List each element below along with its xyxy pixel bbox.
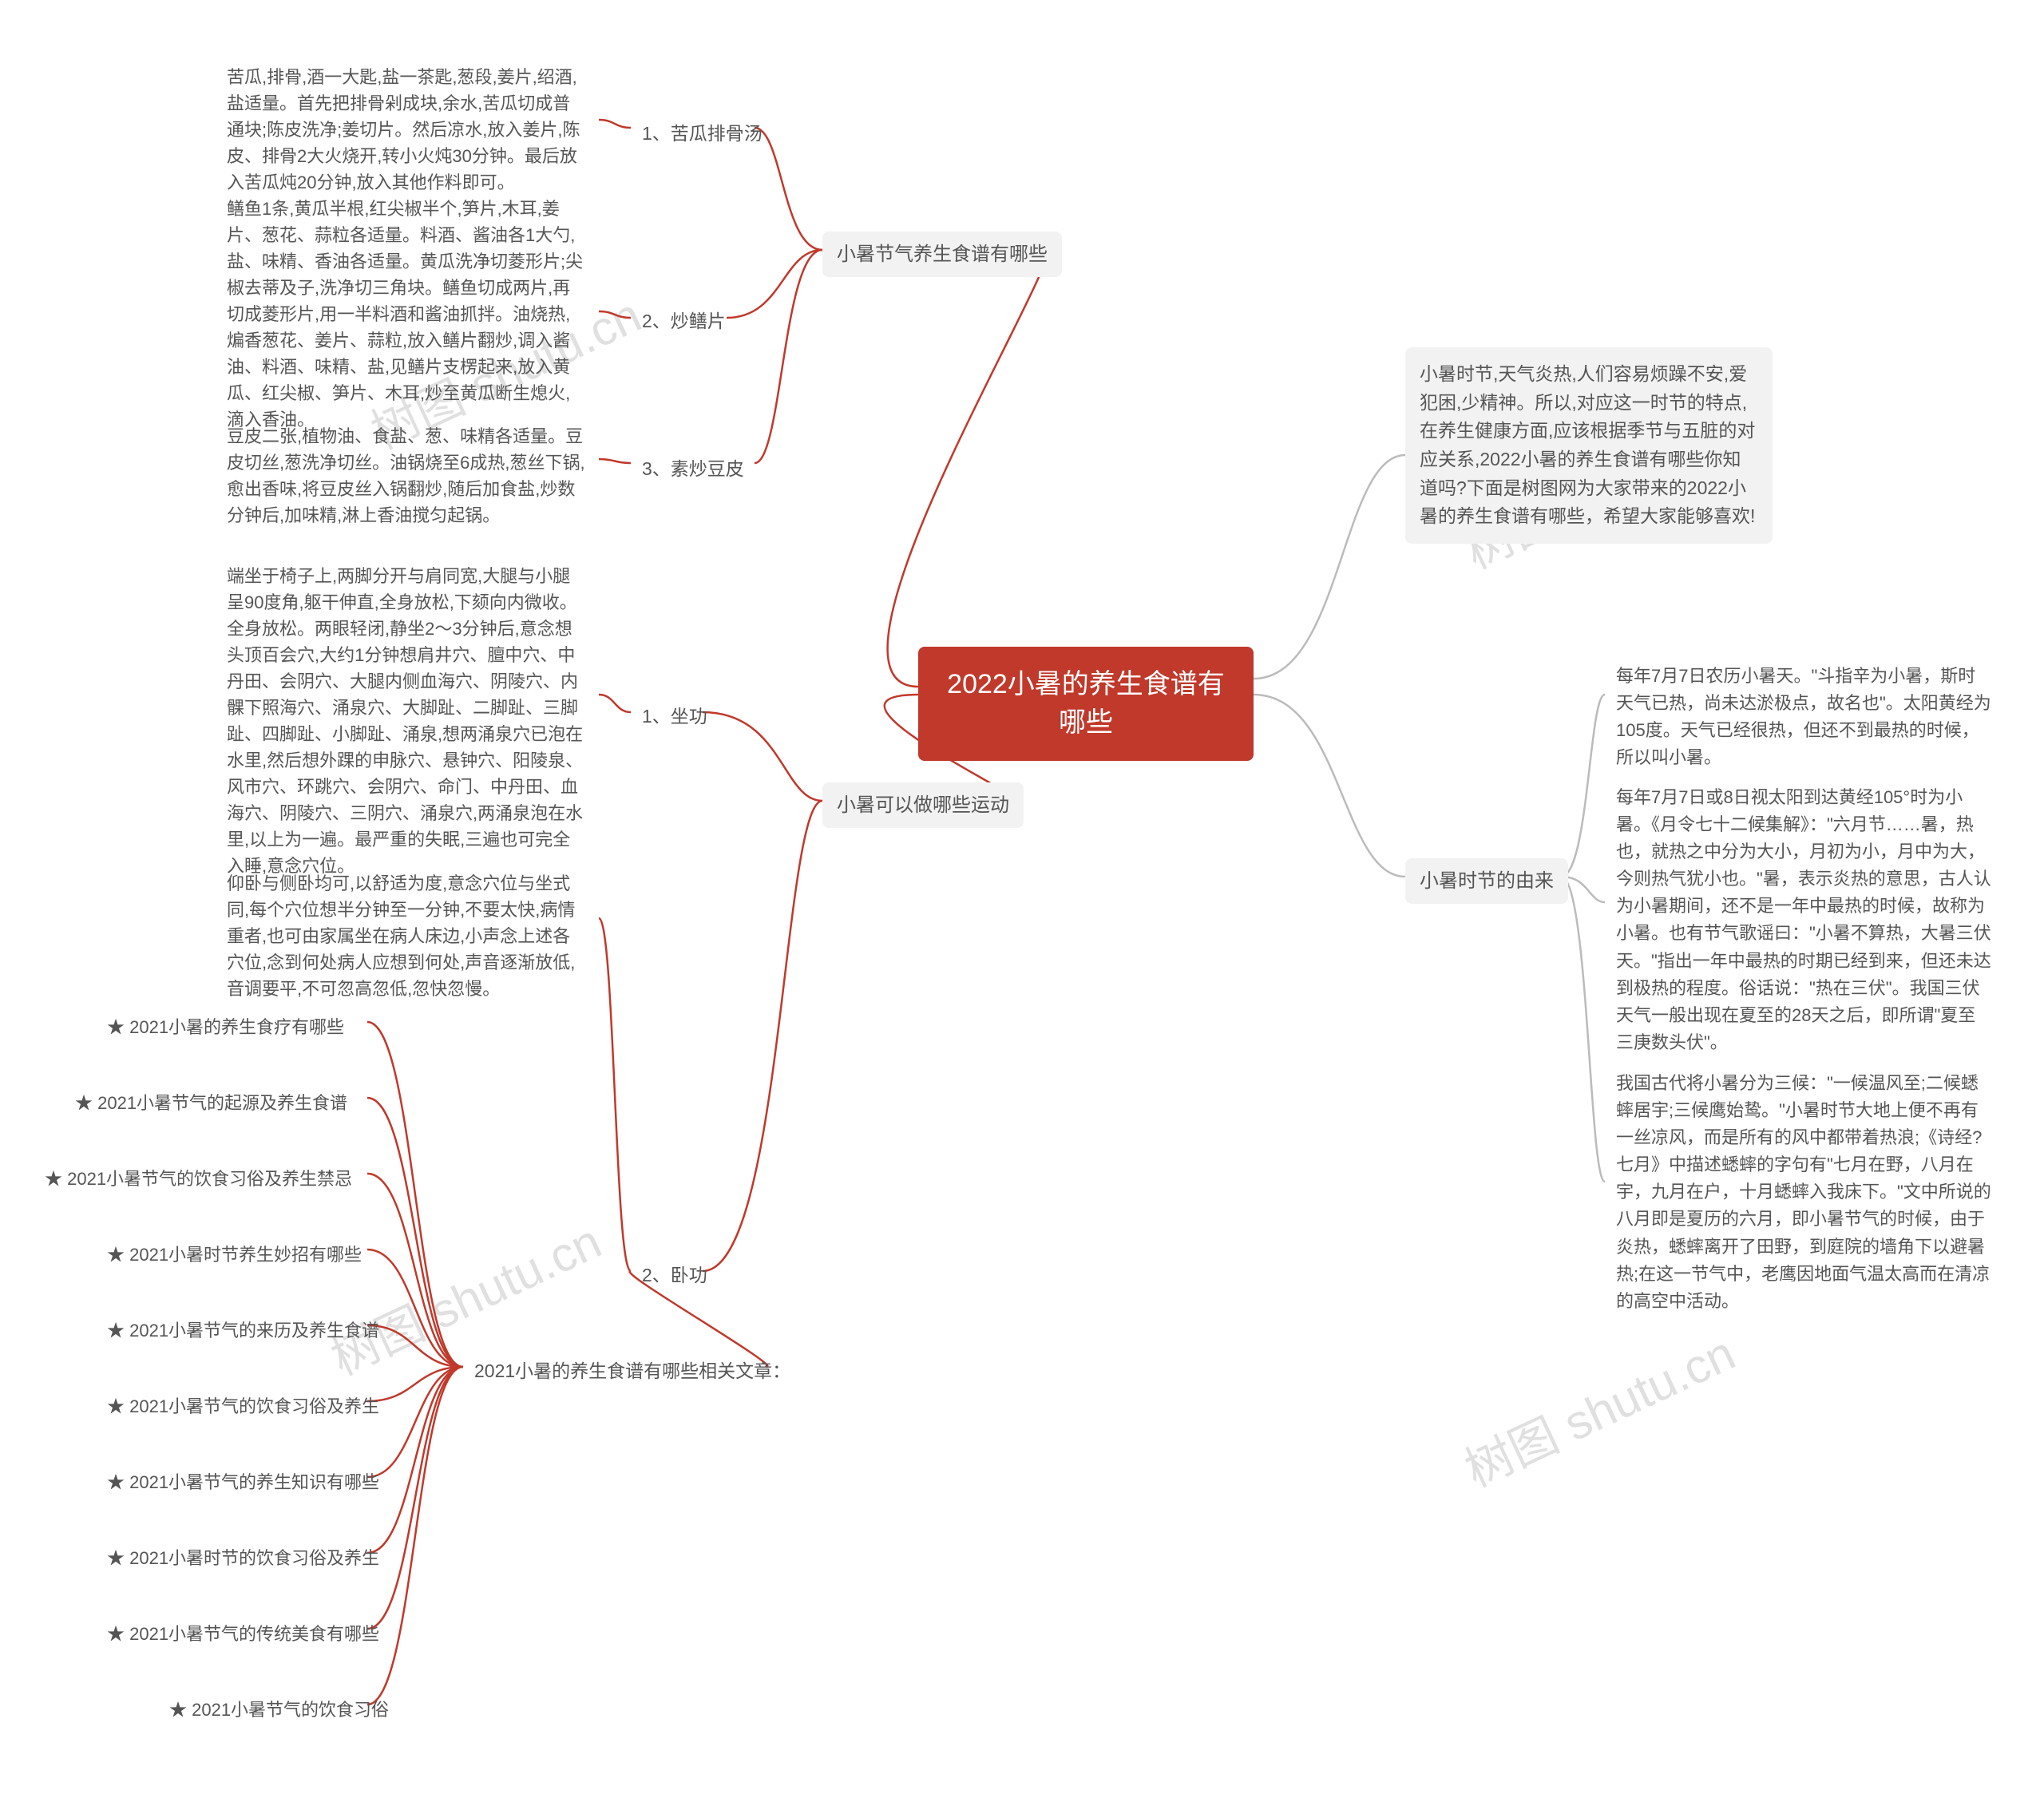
recipe-detail-3: 豆皮二张,植物油、食盐、葱、味精各适量。豆皮切丝,葱洗净切丝。油锅烧至6成热,葱… — [216, 415, 599, 537]
recipe-item-3: 3、素炒豆皮 — [631, 447, 755, 492]
related-link-4: ★ 2021小暑节气的来历及养生食谱 — [96, 1309, 390, 1352]
branch-recipes: 小暑节气养生食谱有哪些 — [822, 232, 1062, 277]
related-link-7: ★ 2021小暑时节的饮食习俗及养生 — [96, 1537, 390, 1580]
related-link-3: ★ 2021小暑时节养生妙招有哪些 — [96, 1234, 373, 1277]
recipe-detail-2: 鳝鱼1条,黄瓜半根,红尖椒半个,笋片,木耳,姜片、葱花、蒜粒各适量。料酒、酱油各… — [216, 188, 599, 441]
related-link-6: ★ 2021小暑节气的养生知识有哪些 — [96, 1461, 390, 1504]
intro-text: 小暑时节,天气炎热,人们容易烦躁不安,爱犯困,少精神。所以,对应这一时节的特点,… — [1405, 347, 1773, 544]
related-link-1: ★ 2021小暑节气的起源及养生食谱 — [64, 1082, 358, 1125]
branch-related: 2021小暑的养生食谱有哪些相关文章： — [463, 1349, 802, 1394]
exercise-detail-1: 端坐于椅子上,两脚分开与肩同宽,大腿与小腿呈90度角,躯干伸直,全身放松,下颏向… — [216, 555, 599, 887]
origin-para-2: 每年7月7日或8日视太阳到达黄经105°时为小暑。《月令七十二候集解》："六月节… — [1605, 776, 2004, 1064]
exercise-detail-2: 仰卧与侧卧均可,以舒适为度,意念穴位与坐式同,每个穴位想半分钟至一分钟,不要太快… — [216, 862, 599, 1010]
exercise-item-1: 1、坐功 — [631, 695, 719, 739]
branch-origin: 小暑时节的由来 — [1405, 858, 1568, 904]
related-link-5: ★ 2021小暑节气的饮食习俗及养生 — [96, 1385, 390, 1428]
branch-exercises: 小暑可以做哪些运动 — [822, 782, 1024, 828]
center-title: 2022小暑的养生食谱有哪些 — [918, 647, 1254, 761]
origin-para-1: 每年7月7日农历小暑天。"斗指辛为小暑，斯时天气已热，尚未达淤极点，故名也"。太… — [1605, 655, 2004, 779]
recipe-item-2: 2、炒鳝片 — [631, 299, 737, 344]
related-link-9: ★ 2021小暑节气的饮食习俗 — [158, 1689, 400, 1732]
recipe-item-1: 1、苦瓜排骨汤 — [631, 112, 774, 156]
exercise-item-2: 2、卧功 — [631, 1253, 719, 1298]
related-link-8: ★ 2021小暑节气的传统美食有哪些 — [96, 1613, 390, 1656]
related-link-2: ★ 2021小暑节气的饮食习俗及养生禁忌 — [34, 1158, 363, 1201]
related-link-0: ★ 2021小暑的养生食疗有哪些 — [96, 1006, 355, 1049]
watermark: 树图 shutu.cn — [1452, 1315, 1745, 1500]
recipe-detail-1: 苦瓜,排骨,酒一大匙,盐一茶匙,葱段,姜片,绍酒,盐适量。首先把排骨剁成块,余水… — [216, 56, 599, 204]
origin-para-3: 我国古代将小暑分为三候："一候温风至;二候蟋蟀居宇;三候鹰始鸷。"小暑时节大地上… — [1605, 1062, 2004, 1323]
